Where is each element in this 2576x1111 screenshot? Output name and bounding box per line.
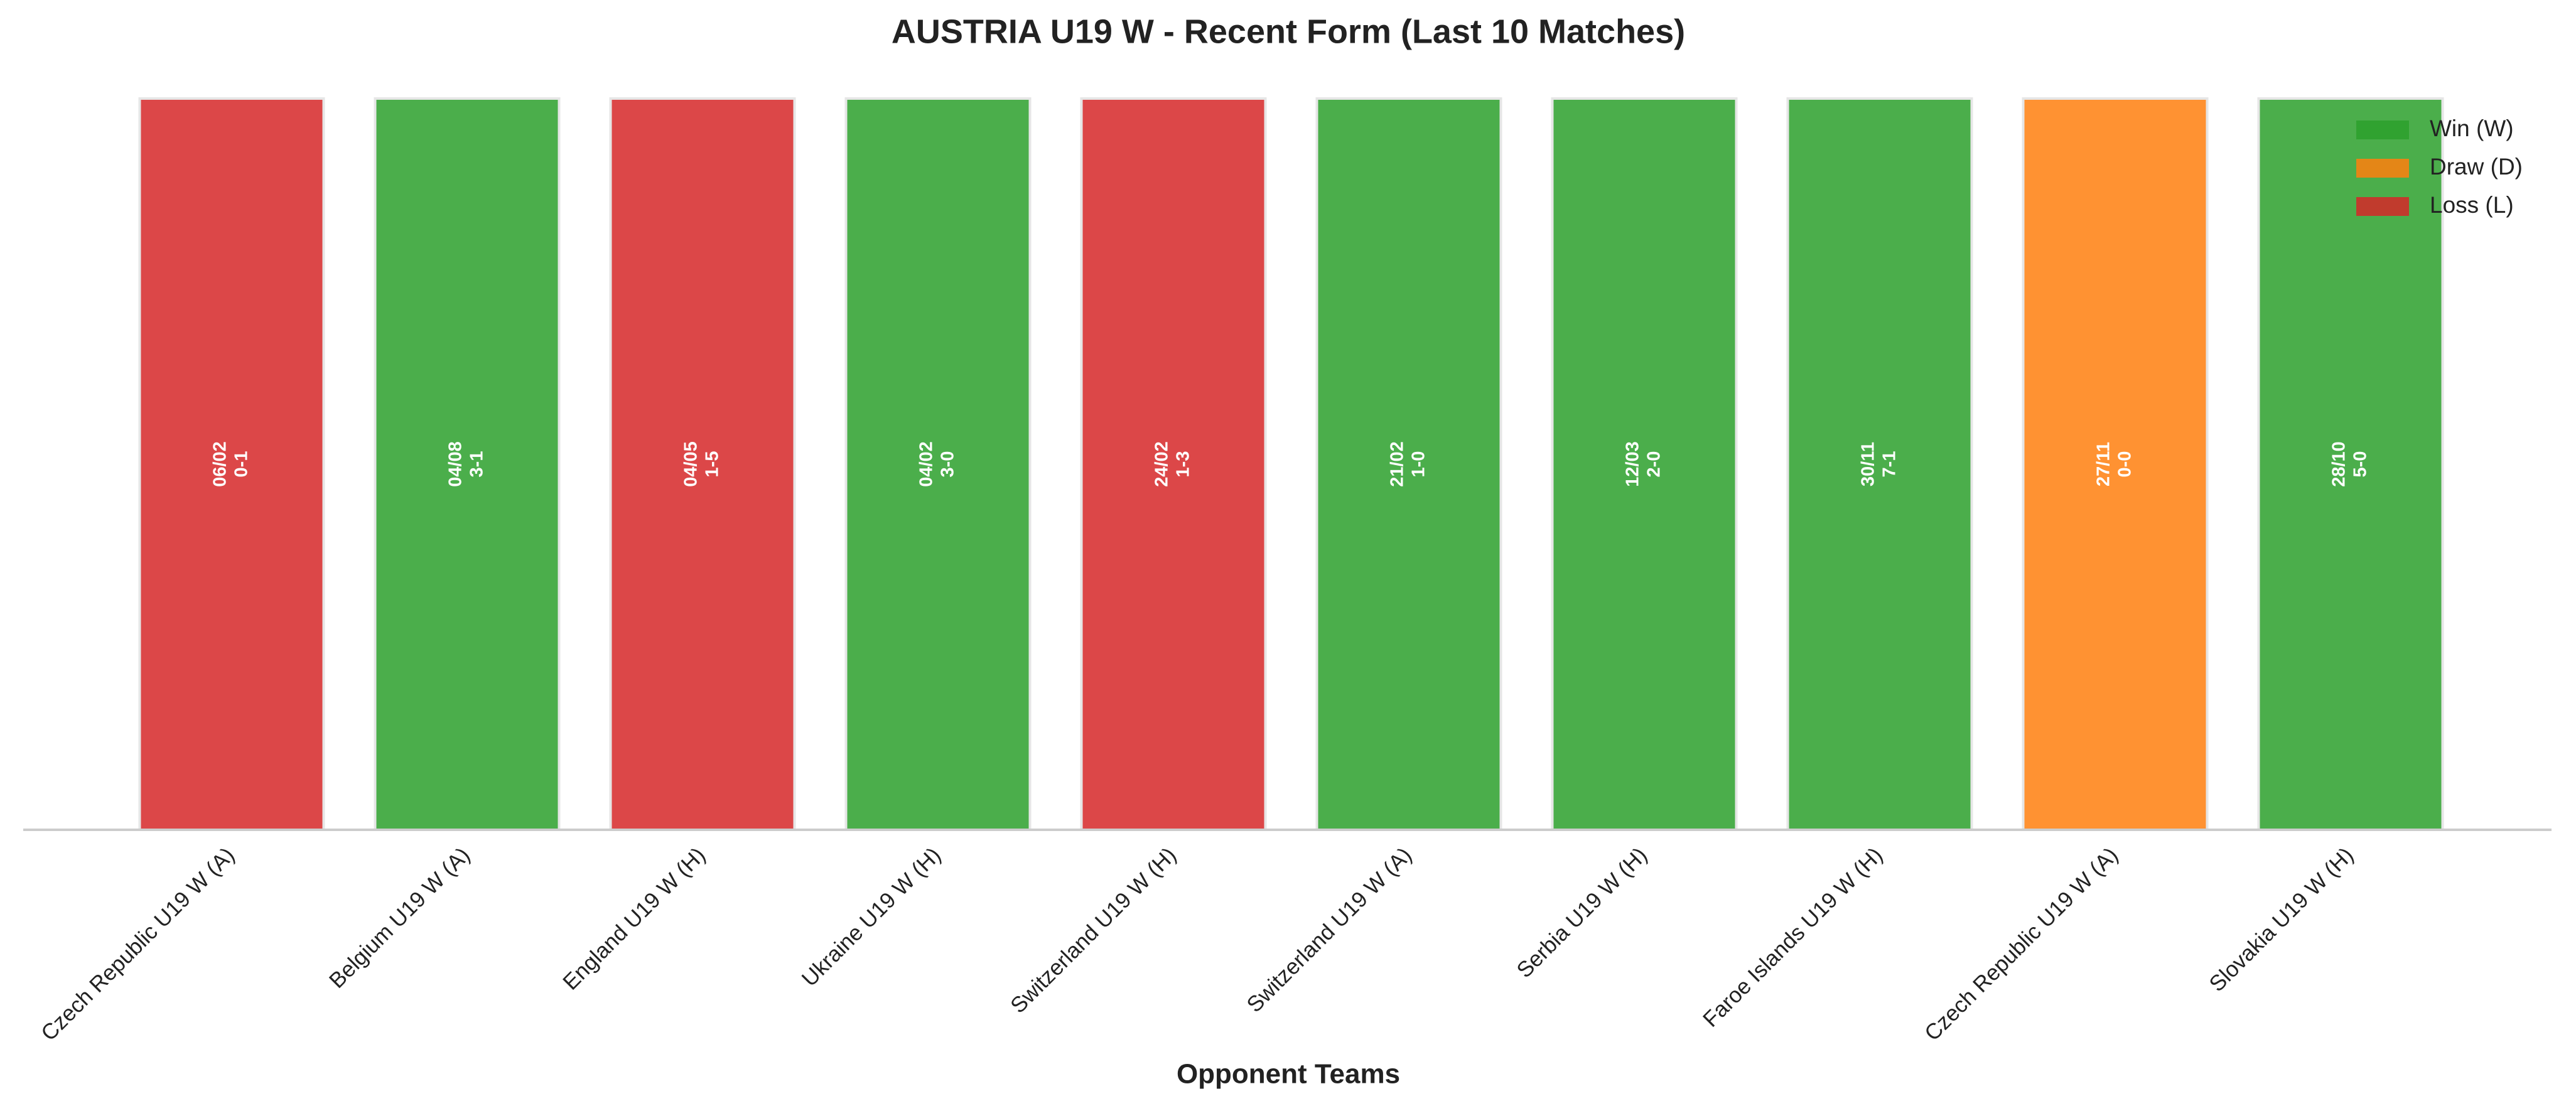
bar-date: 04/02 — [917, 441, 937, 487]
chart-title: AUSTRIA U19 W - Recent Form (Last 10 Mat… — [892, 13, 1685, 50]
bar-date: 12/03 — [1623, 441, 1643, 487]
bar-date: 30/11 — [1858, 442, 1878, 486]
bar-score: 3-1 — [467, 451, 487, 478]
legend-label: Loss (L) — [2430, 192, 2514, 218]
bar-label: 24/02 1-3 — [1152, 441, 1194, 487]
bar-label: 12/03 2-0 — [1623, 441, 1664, 487]
bar-score: 1-0 — [1409, 451, 1429, 478]
x-tick-label: Czech Republic U19 W (A) — [1920, 843, 2123, 1046]
bar-date: 04/05 — [681, 441, 701, 487]
bar — [1551, 97, 1738, 831]
bar — [138, 97, 325, 831]
bar-date: 04/08 — [446, 441, 466, 487]
legend-label: Win (W) — [2430, 115, 2514, 141]
x-axis-label: Opponent Teams — [1177, 1059, 1400, 1090]
bar-label: 27/11 0-0 — [2094, 442, 2135, 486]
legend-label: Draw (D) — [2430, 154, 2523, 180]
bar-date: 28/10 — [2329, 441, 2349, 487]
legend-swatch — [2356, 197, 2409, 216]
x-tick-label: Serbia U19 W (H) — [1512, 843, 1652, 983]
bar-score: 0-0 — [2115, 451, 2135, 478]
bar-label: 06/02 0-1 — [210, 441, 252, 487]
bar-score: 3-0 — [938, 451, 958, 478]
bar — [1786, 97, 1973, 831]
bar-date: 24/02 — [1152, 441, 1172, 487]
bar-date: 27/11 — [2094, 442, 2114, 486]
bar — [1315, 97, 1502, 831]
bar — [374, 97, 561, 831]
x-tick-label: Czech Republic U19 W (A) — [36, 843, 239, 1046]
bar-label: 04/05 1-5 — [681, 441, 723, 487]
legend-swatch — [2356, 121, 2409, 139]
x-tick-label: Switzerland U19 W (A) — [1242, 843, 1416, 1017]
bar-score: 1-5 — [703, 451, 723, 478]
bar-label: 30/11 7-1 — [1858, 442, 1900, 486]
bar — [609, 97, 796, 831]
bar-score: 0-1 — [232, 451, 252, 478]
x-tick-label: Belgium U19 W (A) — [325, 843, 475, 993]
x-tick-label: Faroe Islands U19 W (H) — [1698, 843, 1887, 1032]
bar — [844, 97, 1032, 831]
bar — [1080, 97, 1267, 831]
x-tick-label: Ukraine U19 W (H) — [797, 843, 946, 992]
x-tick-label: Switzerland U19 W (H) — [1006, 843, 1181, 1018]
bar-score: 1-3 — [1173, 451, 1194, 478]
bar — [2022, 97, 2209, 831]
bar-label: 21/02 1-0 — [1388, 441, 1429, 487]
bar-score: 5-0 — [2351, 451, 2371, 478]
bar-score: 2-0 — [1644, 451, 1664, 478]
bar-label: 04/08 3-1 — [446, 441, 487, 487]
bar-label: 04/02 3-0 — [917, 441, 958, 487]
bar-label: 28/10 5-0 — [2329, 441, 2371, 487]
x-tick-label: Slovakia U19 W (H) — [2204, 843, 2358, 997]
x-tick-label: England U19 W (H) — [558, 843, 710, 995]
bar-date: 21/02 — [1388, 441, 1408, 487]
bar-score: 7-1 — [1880, 451, 1900, 478]
bar-date: 06/02 — [210, 441, 230, 487]
legend-swatch — [2356, 159, 2409, 178]
bar — [2257, 97, 2444, 831]
